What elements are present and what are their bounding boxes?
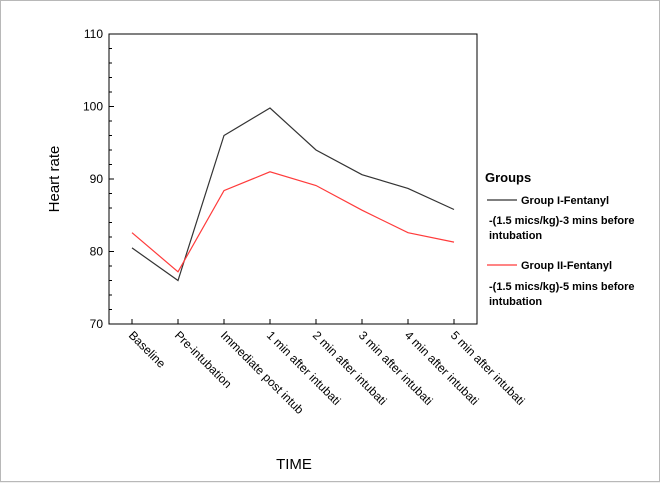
legend-title: Groups <box>485 170 531 185</box>
legend-sublabel-group-1: -(1.5 mics/kg)-3 mins before <box>489 215 635 227</box>
x-tick-label: Baseline <box>126 328 169 371</box>
y-tick-label: 110 <box>84 27 103 41</box>
x-tick-label: Immediate post intub <box>218 328 307 417</box>
series-line-group-1 <box>131 107 455 282</box>
y-tick-label: 70 <box>90 317 104 331</box>
legend-sublabel2-group-2: intubation <box>489 296 542 308</box>
legend-label-group-2: Group II-Fentanyl <box>521 260 612 272</box>
legend-sublabel-group-2: -(1.5 mics/kg)-5 mins before <box>489 281 635 293</box>
y-axis-title: Heart rate <box>46 146 63 213</box>
y-tick-label: 90 <box>90 172 104 186</box>
legend-sublabel2-group-1: intubation <box>489 230 542 242</box>
series-lines <box>131 107 455 282</box>
legend: Groups Group I-Fentanyl -(1.5 mics/kg)-3… <box>485 170 635 308</box>
y-tick-label: 80 <box>90 245 104 259</box>
series-line-group-2 <box>131 171 455 273</box>
legend-label-group-1: Group I-Fentanyl <box>521 195 609 207</box>
y-tick-label: 100 <box>83 100 103 114</box>
y-axis: 70 80 90 100 110 <box>83 27 114 331</box>
x-axis-title: TIME <box>276 456 312 473</box>
